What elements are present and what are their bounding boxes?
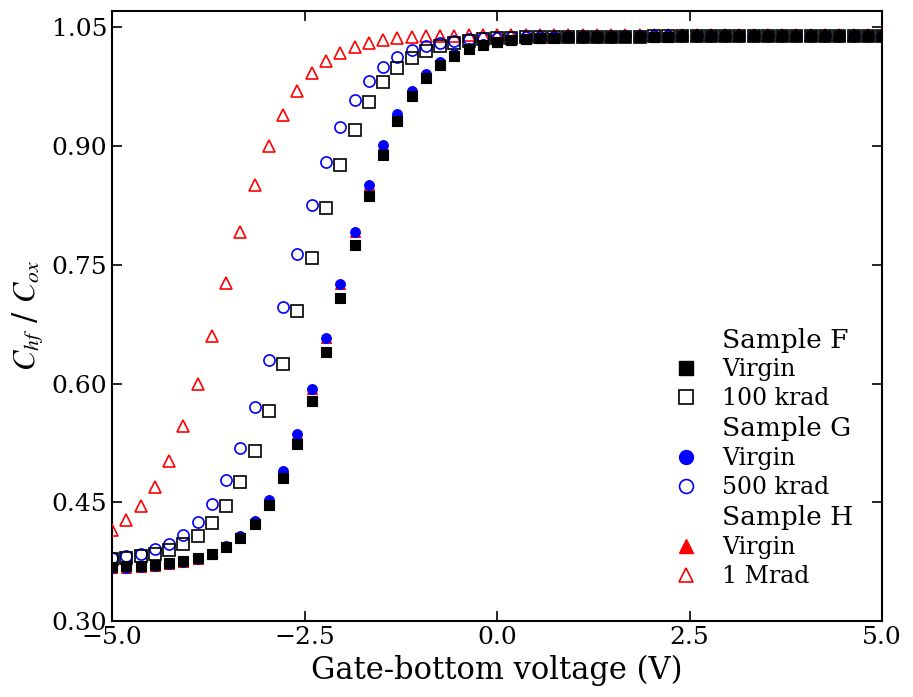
Legend: Sample F, Virgin, 100 krad, Sample G, Virgin, 500 krad, Sample H, Virgin, 1 Mrad: Sample F, Virgin, 100 krad, Sample G, Vi… xyxy=(654,318,863,597)
X-axis label: Gate-bottom voltage (V): Gate-bottom voltage (V) xyxy=(311,654,683,686)
Y-axis label: $C_{hf}$ / $C_{ox}$: $C_{hf}$ / $C_{ox}$ xyxy=(11,261,47,372)
